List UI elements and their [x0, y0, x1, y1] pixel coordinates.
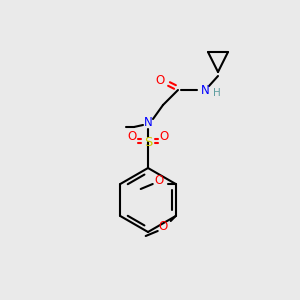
Text: O: O [154, 173, 163, 187]
Text: N: N [201, 83, 209, 97]
Text: H: H [213, 88, 221, 98]
Text: N: N [144, 116, 152, 128]
Text: O: O [159, 130, 169, 143]
Text: S: S [144, 136, 152, 148]
Text: O: O [128, 130, 136, 143]
Text: O: O [155, 74, 165, 86]
Text: O: O [158, 220, 167, 233]
